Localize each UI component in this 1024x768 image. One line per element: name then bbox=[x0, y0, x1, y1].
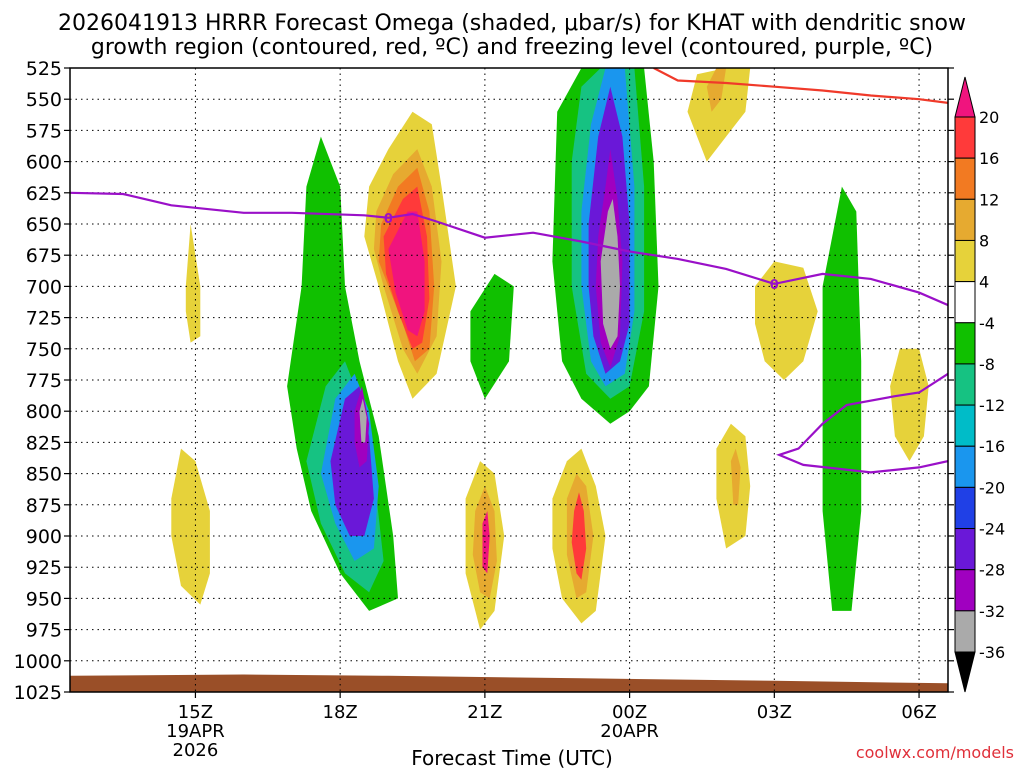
chart-title-line1: 2026041913 HRRR Forecast Omega (shaded, … bbox=[58, 11, 966, 36]
freezing-level-lower-line bbox=[776, 372, 948, 474]
x-tick-label-00Z: 00Z bbox=[612, 702, 647, 723]
colorbar: 20 16 12 8 4 -4 -8 -12 -16 -20 -24 -28 -32 -36 bbox=[954, 76, 1005, 693]
y-axis: 525 550 575 600 625 650 675 700 725 750 775 800 825 8… bbox=[14, 58, 954, 704]
x-tick-label-15Z: 15Z bbox=[178, 702, 213, 723]
omega-region-orange-right-a bbox=[730, 448, 741, 505]
colorbar-band-3 bbox=[954, 198, 976, 241]
colorbar-label-3: 8 bbox=[979, 231, 989, 250]
y-tick-label-975: 975 bbox=[26, 620, 62, 642]
freezing-level-line bbox=[70, 191, 948, 307]
omega-region-orange-top-right bbox=[706, 68, 727, 112]
x-tick-label-21Z: 21Z bbox=[467, 702, 502, 723]
y-tick-label-925: 925 bbox=[26, 557, 62, 579]
omega-region-green-left-column bbox=[137, 86, 157, 349]
y-tick-label-875: 875 bbox=[26, 495, 62, 517]
colorbar-label-10: -24 bbox=[979, 520, 1005, 539]
x-tick-label-03Z: 03Z bbox=[757, 702, 792, 723]
colorbar-band-5 bbox=[954, 281, 976, 324]
omega-region-red-bottom-b bbox=[571, 492, 587, 580]
colorbar-band-6 bbox=[954, 322, 976, 365]
y-tick-label-900: 900 bbox=[26, 526, 62, 548]
colorbar-band-13 bbox=[954, 610, 976, 653]
y-tick-label-750: 750 bbox=[26, 339, 62, 361]
colorbar-band-10 bbox=[954, 486, 976, 530]
omega-region-yellow-west-low bbox=[171, 448, 210, 605]
contour-lines: 00 bbox=[70, 68, 948, 474]
omega-region-teal-center bbox=[470, 273, 514, 399]
y-tick-label-675: 675 bbox=[26, 245, 62, 267]
colorbar-label-13: -36 bbox=[979, 643, 1005, 662]
colorbar-band-7 bbox=[954, 363, 976, 406]
x-tick-label-18Z: 18Z bbox=[323, 702, 358, 723]
y-tick-label-775: 775 bbox=[26, 370, 62, 392]
colorbar-band-9 bbox=[954, 445, 976, 488]
colorbar-label-5: -4 bbox=[979, 314, 995, 333]
colorbar-label-11: -28 bbox=[979, 561, 1005, 580]
colorbar-label-0: 20 bbox=[979, 108, 999, 127]
y-tick-label-950: 950 bbox=[26, 588, 62, 610]
y-tick-label-850: 850 bbox=[26, 464, 62, 486]
colorbar-label-1: 16 bbox=[979, 149, 999, 168]
x-tick-sub-date-00Z: 20APR bbox=[600, 721, 659, 742]
colorbar-label-2: 12 bbox=[979, 190, 999, 209]
watermark: coolwx.com/models bbox=[856, 743, 1014, 762]
colorbar-label-4: 4 bbox=[979, 273, 989, 292]
y-tick-label-525: 525 bbox=[26, 58, 62, 80]
omega-region-yellow-west-col bbox=[185, 224, 201, 343]
y-tick-label-625: 625 bbox=[26, 183, 62, 205]
omega-region-magenta-center bbox=[388, 211, 425, 337]
omega-shading bbox=[137, 68, 948, 667]
omega-region-yellow-right-b bbox=[755, 261, 818, 380]
y-tick-label-725: 725 bbox=[26, 308, 62, 330]
colorbar-band-11 bbox=[954, 528, 976, 571]
y-tick-label-825: 825 bbox=[26, 432, 62, 454]
colorbar-label-9: -20 bbox=[979, 478, 1005, 497]
chart-title-line2: growth region (contoured, red, ºC) and f… bbox=[91, 35, 933, 60]
omega-region-magenta-bottom-a bbox=[482, 511, 490, 574]
y-tick-label-1000: 1000 bbox=[14, 651, 62, 673]
colorbar-bottom-arrow bbox=[954, 651, 976, 693]
y-tick-label-600: 600 bbox=[26, 152, 62, 174]
y-tick-label-650: 650 bbox=[26, 214, 62, 236]
omega-region-green-mid-bottom bbox=[557, 361, 794, 661]
ground-fill bbox=[70, 674, 948, 692]
colorbar-label-8: -16 bbox=[979, 437, 1005, 456]
dendritic-growth-line bbox=[653, 68, 948, 104]
colorbar-label-6: -8 bbox=[979, 355, 995, 374]
ground-terrain bbox=[70, 674, 948, 692]
colorbar-band-2 bbox=[954, 157, 976, 200]
colorbar-band-1 bbox=[954, 116, 976, 159]
omega-region-black-west bbox=[359, 398, 367, 443]
colorbar-label-12: -32 bbox=[979, 602, 1005, 621]
y-tick-label-1025: 1025 bbox=[14, 682, 62, 704]
x-tick-sub-date-15Z: 19APR bbox=[166, 721, 225, 742]
x-axis-label: Forecast Time (UTC) bbox=[411, 746, 613, 768]
colorbar-label-7: -12 bbox=[979, 396, 1005, 415]
colorbar-band-12 bbox=[954, 569, 976, 612]
plot-area: 00 bbox=[70, 68, 948, 692]
freezing-level-label-0: 0 bbox=[384, 212, 393, 227]
x-tick-sub-year-15Z: 2026 bbox=[173, 740, 219, 761]
omega-region-black-omega bbox=[600, 199, 620, 349]
y-tick-label-800: 800 bbox=[26, 401, 62, 423]
x-tick-label-06Z: 06Z bbox=[901, 702, 936, 723]
colorbar-band-8 bbox=[954, 404, 976, 447]
y-tick-label-700: 700 bbox=[26, 276, 62, 298]
omega-region-yellow-top-right bbox=[687, 68, 751, 162]
freezing-level-label-1: 0 bbox=[770, 278, 779, 293]
grid-lines bbox=[70, 68, 948, 692]
colorbar-band-4 bbox=[954, 239, 976, 283]
y-tick-label-550: 550 bbox=[26, 89, 62, 111]
y-tick-label-575: 575 bbox=[26, 120, 62, 142]
